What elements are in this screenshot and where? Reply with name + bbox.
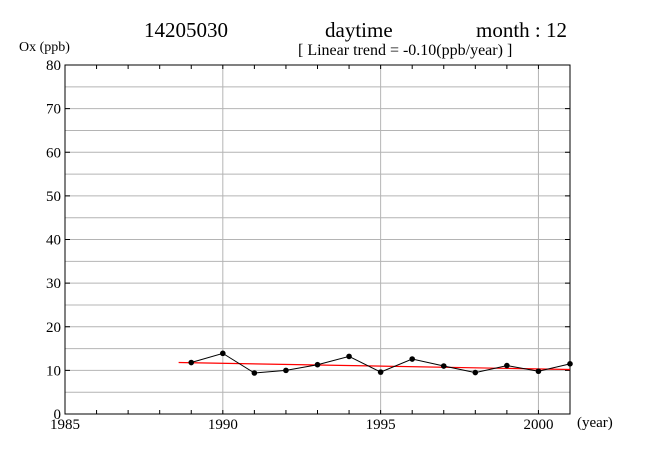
y-axis-label: Ox (ppb): [19, 40, 70, 55]
trend-line-group: [178, 361, 571, 371]
grid-lines: [65, 65, 570, 414]
y-tick-label: 70: [46, 102, 61, 118]
station-id: 14205030: [144, 18, 228, 42]
y-tick-label: 20: [46, 320, 61, 336]
data-point: [409, 356, 415, 362]
x-tick-label: 1985: [50, 417, 80, 433]
x-tick-label: 1990: [208, 417, 238, 433]
period-label: daytime: [325, 18, 393, 42]
axis-ticks: 0 10 20 30 40 50 60 70 80 1985 1990 1995 2000: [46, 58, 571, 433]
x-axis-unit: (year): [577, 415, 613, 431]
y-tick-label: 10: [46, 363, 61, 379]
x-tick-label: 2000: [523, 417, 553, 433]
y-tick-label: 30: [46, 276, 61, 292]
month-label: month : 12: [476, 18, 568, 42]
data-point: [188, 359, 195, 366]
data-point: [377, 369, 384, 375]
data-point: [535, 368, 542, 375]
data-point: [567, 361, 573, 367]
x-tick-label: 1995: [366, 417, 396, 433]
y-tick-label: 0: [54, 407, 62, 423]
series-group: [188, 350, 573, 376]
data-point: [440, 363, 447, 369]
data-point: [251, 370, 258, 376]
y-tick-label: 60: [46, 145, 61, 161]
y-tick-label: 40: [46, 233, 61, 249]
trend-label: [ Linear trend = -0.10(ppb/year) ]: [298, 42, 513, 59]
trend-line: [178, 361, 571, 371]
y-tick-label: 80: [46, 58, 61, 74]
data-point: [346, 353, 352, 360]
data-point: [220, 350, 226, 357]
data-point: [472, 369, 479, 376]
data-point: [283, 367, 289, 374]
y-tick-label: 50: [46, 189, 61, 205]
data-point: [504, 362, 510, 369]
data-point: [314, 361, 321, 368]
